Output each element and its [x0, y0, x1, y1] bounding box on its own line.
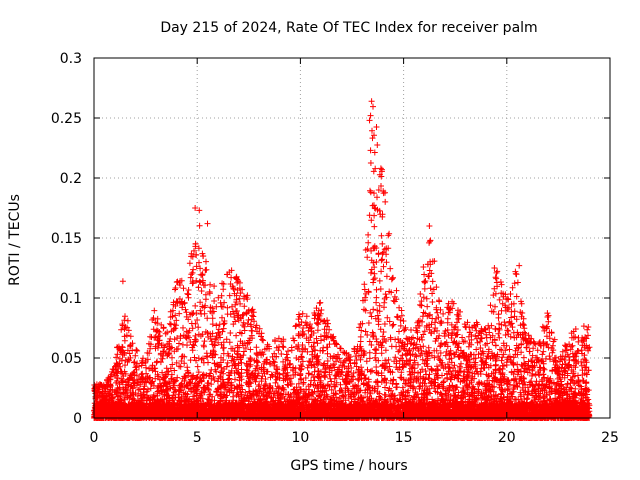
roti-peak-point [427, 237, 434, 244]
x-axis-ticks: 0 5 10 15 20 25 [90, 58, 619, 446]
x-tick-label: 25 [601, 430, 619, 446]
x-tick-label: 0 [90, 430, 99, 446]
roti-peak-point [516, 262, 523, 269]
roti-peak-point [491, 265, 498, 271]
data-points [91, 98, 593, 421]
y-axis-label: ROTI / TECUs [7, 194, 23, 286]
chart-title: Day 215 of 2024, Rate Of TEC Index for r… [160, 20, 537, 36]
y-tick-label: 0.05 [51, 351, 82, 367]
y-tick-label: 0.3 [60, 51, 82, 67]
y-tick-label: 0 [73, 411, 82, 427]
y-tick-label: 0.2 [60, 171, 82, 187]
roti-peak-point [119, 278, 126, 285]
roti-peak-point [204, 220, 211, 227]
roti-peak-point [366, 117, 373, 124]
roti-peak-point [196, 207, 203, 214]
roti-peak-point [367, 112, 374, 119]
roti-peak-point [192, 205, 199, 211]
x-axis-label: GPS time / hours [290, 458, 407, 474]
y-axis-ticks: 0 0.05 0.1 0.15 0.2 0.25 0.3 [51, 51, 610, 427]
x-tick-label: 10 [291, 430, 309, 446]
roti-peak-point [371, 205, 378, 211]
roti-peak-point [377, 165, 384, 172]
roti-peak-point [375, 187, 382, 193]
x-tick-label: 15 [395, 430, 413, 446]
roti-peak-point [426, 223, 433, 229]
roti-point-cloud [91, 103, 593, 421]
roti-peak-point [367, 147, 374, 154]
x-tick-label: 5 [193, 430, 202, 446]
roti-peak-point [368, 98, 375, 105]
x-tick-label: 20 [498, 430, 516, 446]
roti-peak-point [378, 166, 385, 173]
y-tick-label: 0.15 [51, 231, 82, 247]
y-tick-label: 0.1 [60, 291, 82, 307]
y-tick-label: 0.25 [51, 111, 82, 127]
